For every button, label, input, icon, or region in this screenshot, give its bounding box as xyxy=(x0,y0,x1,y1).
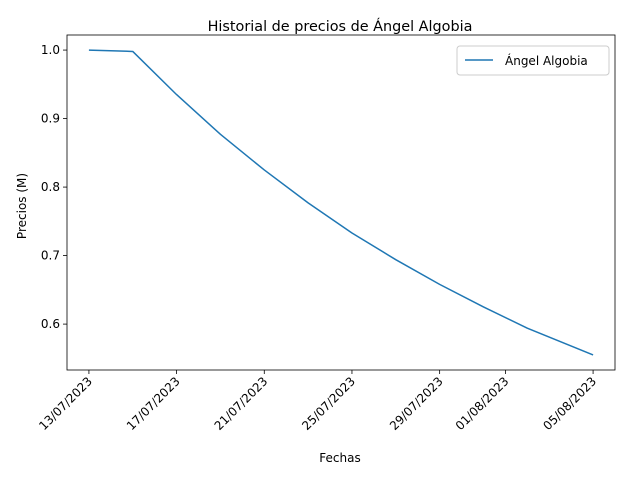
y-tick-label-1: 0.7 xyxy=(41,249,60,263)
legend: Ángel Algobia xyxy=(456,45,610,76)
axes-frame xyxy=(66,34,616,371)
x-axis-title: Fechas xyxy=(319,451,360,465)
chart-title: Historial de precios de Ángel Algobia xyxy=(208,18,473,35)
y-tick-label-0: 0.6 xyxy=(41,317,60,331)
y-tick-label-4: 1.0 xyxy=(41,43,60,57)
series-line-0 xyxy=(88,49,594,356)
y-tick-label-3: 0.9 xyxy=(41,112,60,126)
y-axis-title: Precios (M) xyxy=(15,173,29,239)
legend-box xyxy=(456,45,610,76)
y-tick-label-2: 0.8 xyxy=(41,180,60,194)
legend-label: Ángel Algobia xyxy=(505,53,588,68)
